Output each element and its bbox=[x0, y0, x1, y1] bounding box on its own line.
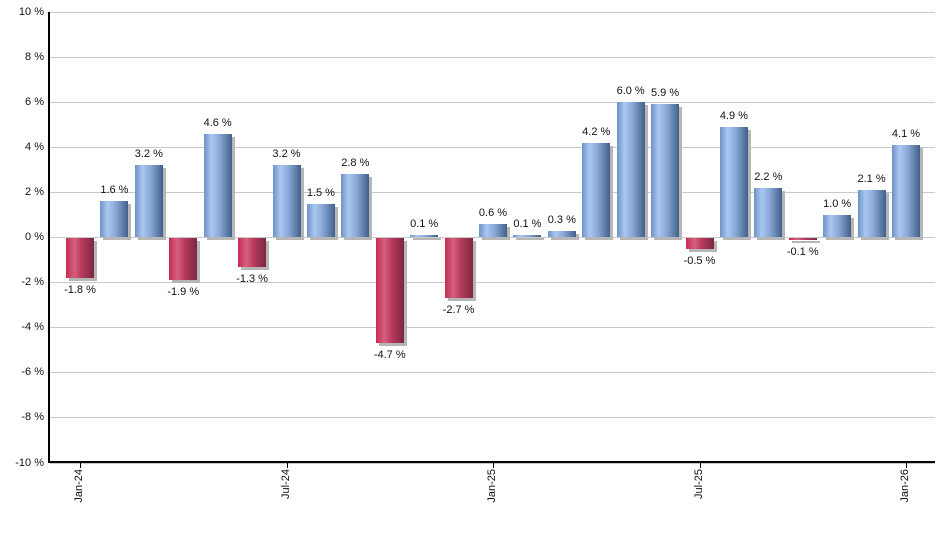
bar-value-label: -1.8 % bbox=[64, 284, 96, 297]
bar bbox=[375, 237, 404, 344]
gridline bbox=[50, 11, 935, 13]
bar-value-label: 1.6 % bbox=[100, 184, 129, 197]
y-tick-label: 10 % bbox=[18, 5, 44, 18]
bar-value-label: -1.3 % bbox=[236, 272, 268, 285]
bar bbox=[479, 223, 507, 238]
bar bbox=[892, 145, 920, 238]
gridline bbox=[50, 237, 935, 238]
x-tick-mark bbox=[906, 463, 907, 468]
bar-value-label: 1.0 % bbox=[823, 197, 852, 210]
bar-value-label: -2.7 % bbox=[442, 304, 475, 317]
bar-value-label: 4.6 % bbox=[203, 116, 232, 129]
bar bbox=[719, 127, 748, 238]
x-tick-mark bbox=[493, 463, 494, 468]
y-tick-label: -6 % bbox=[21, 366, 44, 379]
gridline bbox=[50, 101, 935, 103]
bar bbox=[513, 235, 542, 238]
bar bbox=[306, 203, 335, 238]
x-tick-mark bbox=[699, 463, 701, 468]
bar-value-label: 6.0 % bbox=[616, 85, 645, 98]
bar bbox=[134, 165, 163, 238]
bar-value-label: -4.7 % bbox=[373, 349, 406, 362]
gridline bbox=[50, 372, 935, 374]
gridline bbox=[50, 462, 935, 464]
y-tick-label: 8 % bbox=[25, 50, 44, 63]
bar-value-label: 4.9 % bbox=[719, 110, 748, 122]
x-axis-line bbox=[48, 461, 935, 463]
gridline bbox=[50, 191, 935, 193]
bar-value-label: -0.5 % bbox=[683, 254, 716, 267]
x-tick-label: Jan-24 bbox=[73, 469, 85, 503]
y-tick-label: 4 % bbox=[25, 140, 44, 153]
bar-value-label: 3.2 % bbox=[272, 148, 301, 161]
y-tick-label: 2 % bbox=[25, 185, 44, 198]
x-tick-label: Jul-24 bbox=[279, 469, 292, 499]
y-axis-line bbox=[48, 12, 50, 463]
y-tick-label: 6 % bbox=[25, 95, 44, 108]
y-tick-label: 0 % bbox=[25, 231, 44, 243]
bar-value-label: 4.2 % bbox=[582, 125, 611, 138]
bar-value-label: 0.1 % bbox=[410, 218, 439, 231]
bar bbox=[203, 133, 232, 238]
bar bbox=[788, 237, 817, 240]
gridline bbox=[50, 56, 935, 58]
y-tick-label: -10 % bbox=[15, 456, 44, 469]
bar-value-label: 3.2 % bbox=[134, 148, 163, 161]
bar-value-label: 5.9 % bbox=[651, 87, 680, 100]
bar-value-label: 2.8 % bbox=[341, 157, 370, 170]
gridline bbox=[50, 146, 935, 148]
x-tick-label: Jan-26 bbox=[899, 469, 911, 503]
bar bbox=[754, 187, 783, 238]
bar bbox=[616, 102, 645, 238]
y-tick-label: -8 % bbox=[21, 411, 44, 424]
bar-value-label: 1.5 % bbox=[306, 186, 335, 199]
y-tick-label: -2 % bbox=[21, 276, 44, 289]
y-tick-label: -4 % bbox=[21, 321, 44, 334]
bar bbox=[341, 174, 370, 238]
x-tick-mark bbox=[80, 463, 81, 468]
bar bbox=[410, 235, 439, 238]
bar-value-label: -1.9 % bbox=[167, 286, 200, 299]
bar bbox=[857, 190, 886, 238]
bar bbox=[547, 230, 576, 238]
bar-value-label: 0.6 % bbox=[478, 206, 508, 219]
bar bbox=[651, 104, 680, 238]
bar-value-label: 4.1 % bbox=[891, 128, 921, 141]
gridline bbox=[50, 282, 935, 284]
bar bbox=[169, 237, 198, 281]
bar bbox=[100, 201, 129, 238]
bar bbox=[66, 237, 94, 279]
bar bbox=[685, 237, 714, 249]
bar bbox=[582, 142, 611, 238]
bar bbox=[444, 237, 473, 299]
x-tick-mark bbox=[286, 463, 288, 468]
bar bbox=[272, 165, 301, 238]
bar-value-label: 2.2 % bbox=[754, 170, 783, 183]
bar-value-label: 0.3 % bbox=[547, 213, 576, 226]
bar-value-label: 2.1 % bbox=[857, 173, 886, 186]
gridline bbox=[50, 417, 935, 419]
bar-value-label: -0.1 % bbox=[786, 245, 819, 258]
x-tick-label: Jan-25 bbox=[486, 469, 498, 503]
bar bbox=[823, 214, 852, 238]
bar-value-label: 0.1 % bbox=[513, 218, 542, 231]
x-tick-label: Jul-25 bbox=[692, 469, 705, 499]
gridline bbox=[50, 327, 935, 329]
bar bbox=[238, 237, 267, 267]
